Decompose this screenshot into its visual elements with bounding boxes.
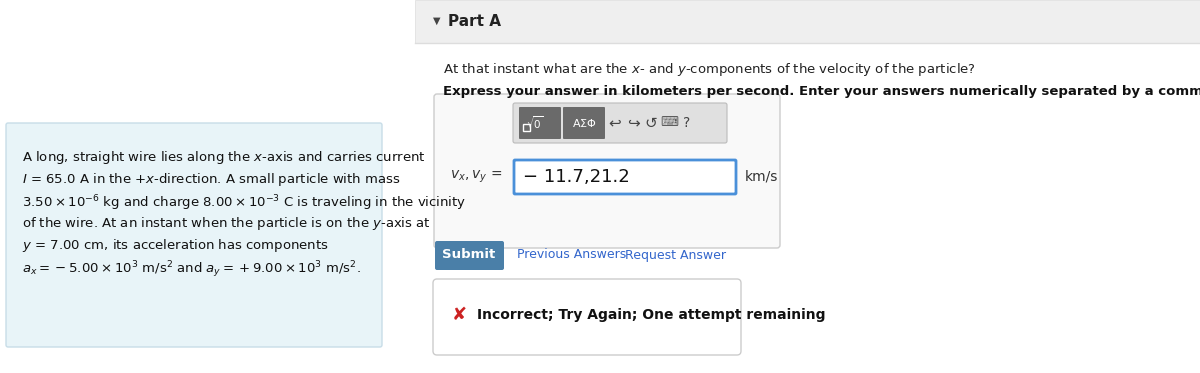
Text: ▼: ▼: [433, 16, 440, 26]
Text: km/s: km/s: [745, 170, 779, 184]
Text: Request Answer: Request Answer: [625, 248, 726, 261]
Text: ↪: ↪: [626, 116, 640, 131]
Text: $a_x = -5.00 \times 10^3$ m/s$^2$ and $a_y = +9.00 \times 10^3$ m/s$^2$.: $a_x = -5.00 \times 10^3$ m/s$^2$ and $a…: [22, 259, 361, 280]
Text: of the wire. At an instant when the particle is on the $y$-axis at: of the wire. At an instant when the part…: [22, 215, 431, 232]
Text: $3.50 \times 10^{-6}$ kg and charge $8.00 \times 10^{-3}$ C is traveling in the : $3.50 \times 10^{-6}$ kg and charge $8.0…: [22, 193, 467, 213]
FancyBboxPatch shape: [436, 241, 504, 270]
Text: $v_x, v_y$ =: $v_x, v_y$ =: [450, 169, 503, 185]
Text: Submit: Submit: [443, 248, 496, 261]
Text: − 11.7,21.2: − 11.7,21.2: [523, 168, 630, 186]
Text: ↩: ↩: [608, 116, 622, 131]
Text: ⌨: ⌨: [660, 116, 678, 129]
Bar: [415, 0, 1200, 43]
Text: Previous Answers: Previous Answers: [517, 248, 626, 261]
Text: Part A: Part A: [448, 13, 502, 28]
Text: ?: ?: [683, 116, 691, 130]
FancyBboxPatch shape: [434, 94, 780, 248]
Text: Express your answer in kilometers per second. Enter your answers numerically sep: Express your answer in kilometers per se…: [443, 85, 1200, 98]
FancyBboxPatch shape: [520, 107, 562, 139]
Text: ✘: ✘: [451, 306, 467, 324]
Text: ↺: ↺: [644, 116, 658, 131]
Text: $\mathrm{A\Sigma\Phi}$: $\mathrm{A\Sigma\Phi}$: [571, 117, 596, 129]
FancyBboxPatch shape: [514, 103, 727, 143]
FancyBboxPatch shape: [433, 279, 742, 355]
Text: $\sqrt{0}$: $\sqrt{0}$: [526, 115, 544, 131]
Bar: [523, 124, 530, 131]
FancyBboxPatch shape: [6, 123, 382, 347]
Text: At that instant what are the $x$- and $y$-components of the velocity of the part: At that instant what are the $x$- and $y…: [443, 61, 976, 78]
Text: Incorrect; Try Again; One attempt remaining: Incorrect; Try Again; One attempt remain…: [478, 308, 826, 322]
Text: $y$ = 7.00 cm, its acceleration has components: $y$ = 7.00 cm, its acceleration has comp…: [22, 237, 329, 254]
FancyBboxPatch shape: [514, 160, 736, 194]
FancyBboxPatch shape: [563, 107, 605, 139]
Text: $I$ = 65.0 A in the +$x$-direction. A small particle with mass: $I$ = 65.0 A in the +$x$-direction. A sm…: [22, 171, 401, 188]
Text: A long, straight wire lies along the $x$-axis and carries current: A long, straight wire lies along the $x$…: [22, 149, 426, 166]
